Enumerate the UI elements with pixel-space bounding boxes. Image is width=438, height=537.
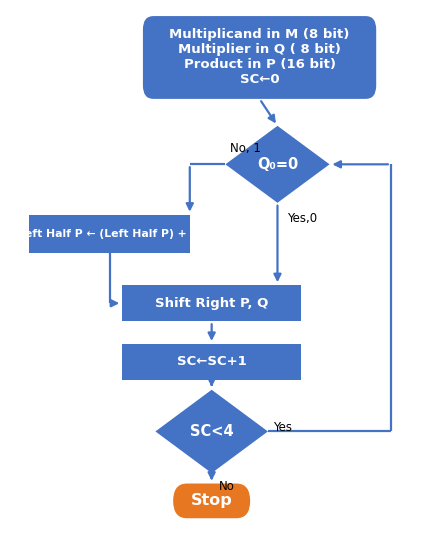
Text: Shift Right P, Q: Shift Right P, Q <box>155 297 268 310</box>
Text: No: No <box>219 480 235 492</box>
Text: Left Half P ← (Left Half P) + M: Left Half P ← (Left Half P) + M <box>18 229 201 239</box>
Text: SC<4: SC<4 <box>190 424 233 439</box>
FancyBboxPatch shape <box>29 215 190 253</box>
Polygon shape <box>155 390 268 473</box>
FancyBboxPatch shape <box>122 344 301 380</box>
Text: Q₀=0: Q₀=0 <box>257 157 298 172</box>
FancyBboxPatch shape <box>143 16 376 99</box>
FancyBboxPatch shape <box>173 483 250 518</box>
FancyBboxPatch shape <box>122 285 301 321</box>
Text: Stop: Stop <box>191 494 233 509</box>
Text: No, 1: No, 1 <box>230 142 261 155</box>
Text: Multiplicand in M (8 bit)
Multiplier in Q ( 8 bit)
Product in P (16 bit)
SC←0: Multiplicand in M (8 bit) Multiplier in … <box>170 28 350 86</box>
Polygon shape <box>226 126 329 203</box>
Text: Yes: Yes <box>273 420 292 434</box>
Text: Yes,0: Yes,0 <box>286 213 317 226</box>
Text: SC←SC+1: SC←SC+1 <box>177 355 247 368</box>
